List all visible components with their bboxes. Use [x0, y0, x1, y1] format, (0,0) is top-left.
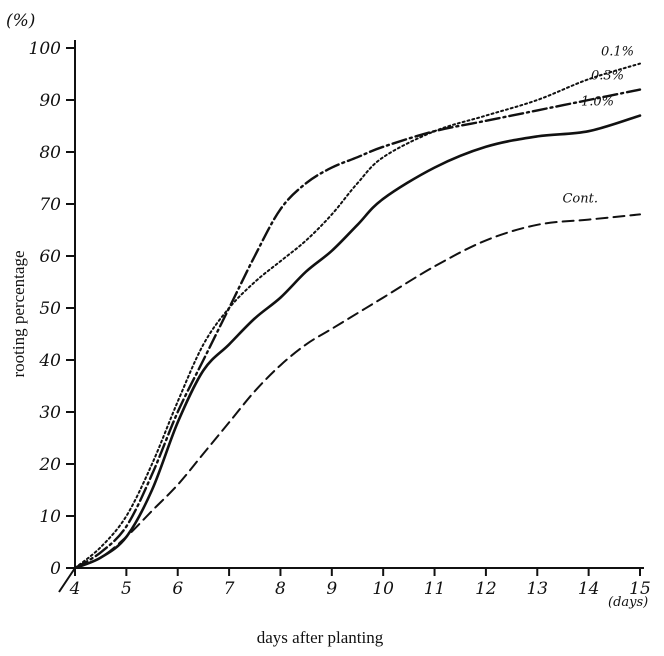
x-tick-label: 7: [224, 579, 235, 599]
series-label: 0.3%: [591, 69, 624, 84]
x-tick-label: 10: [372, 579, 394, 599]
series-line: [73, 114, 642, 570]
x-tick-label: 8: [275, 579, 286, 599]
y-tick-label: 90: [39, 91, 61, 111]
y-tick-label: 60: [39, 247, 61, 267]
y-tick-label: 40: [38, 351, 61, 371]
series-label: 0.1%: [601, 45, 634, 60]
x-tick-label: 6: [172, 579, 183, 599]
series-label: 1.0%: [581, 95, 614, 110]
x-tick-label: 15: [629, 579, 651, 599]
x-tick-label: 13: [526, 579, 548, 599]
series-line: [74, 62, 641, 569]
y-tick-label: 20: [38, 455, 61, 475]
series-label: Cont.: [562, 191, 598, 206]
axes: [58, 40, 644, 593]
y-unit-label: (%): [6, 11, 35, 31]
y-axis-title: rooting percentage: [9, 251, 28, 378]
y-tick-label: 30: [39, 403, 61, 423]
y-tick-label: 70: [39, 195, 61, 215]
x-tick-label: 14: [578, 579, 600, 599]
x-tick-label: 4: [69, 579, 81, 599]
series-line: [73, 88, 642, 570]
x-tick-label: 11: [424, 579, 446, 599]
tick-labels: 0 10 20 30 40 50 60 70 80 90 100 4 5 6 7 8 9 10 11 12 13 14 15: [29, 39, 651, 599]
x-axis-title: days after planting: [257, 628, 384, 647]
series-line: [74, 213, 641, 569]
y-tick-label: 100: [29, 39, 62, 59]
origin-slash: [58, 567, 76, 593]
series-lines: [73, 62, 642, 570]
series-labels: 0.1% 0.3% 1.0% Cont.: [562, 45, 634, 207]
x-tick-label: 9: [326, 579, 337, 599]
y-tick-label: 50: [39, 299, 61, 319]
y-tick-label: 0: [50, 559, 61, 579]
x-tick-label: 5: [121, 579, 132, 599]
x-unit-label: (days): [608, 595, 648, 610]
y-tick-label: 10: [39, 507, 61, 527]
x-tick-label: 12: [475, 579, 497, 599]
y-tick-label: 80: [39, 143, 61, 163]
